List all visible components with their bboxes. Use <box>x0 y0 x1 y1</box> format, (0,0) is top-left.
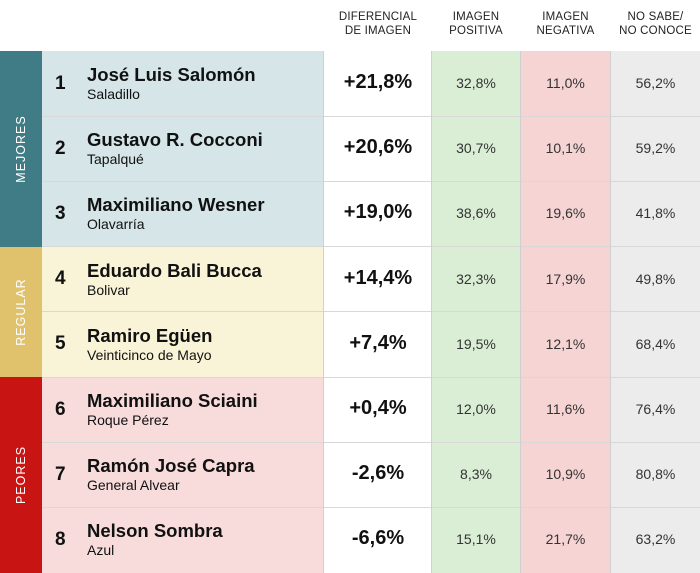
rank-number: 2 <box>55 137 66 159</box>
column-divider <box>520 51 521 573</box>
row-divider <box>42 311 700 313</box>
row-divider <box>42 180 700 182</box>
row-divider <box>42 246 700 248</box>
column-divider <box>431 51 432 573</box>
rank-number: 1 <box>55 72 66 94</box>
candidate-name: Ramiro Egüen <box>87 324 213 346</box>
candidate-town: Tapalqué <box>87 151 144 168</box>
group-band-1: REGULAR <box>0 246 42 377</box>
negative-value: 10,9% <box>545 466 586 483</box>
negative-value: 19,6% <box>545 205 586 222</box>
negative-value: 11,0% <box>546 75 585 91</box>
negative-value: 12,1% <box>545 335 586 352</box>
candidate-town: Roque Pérez <box>87 412 169 428</box>
candidate-cell: 5 Ramiro Egüen Veinticinco de Mayo <box>42 311 323 377</box>
diferencial-value: -2,6% <box>351 462 405 485</box>
group-label: MEJORES <box>14 115 28 183</box>
noconoce-value: 59,2% <box>635 140 676 157</box>
negative-value: 17,9% <box>545 270 586 287</box>
positive-value: 12,0% <box>456 401 496 417</box>
candidate-cell: 1 José Luis Salomón Saladillo <box>42 51 323 117</box>
header-negativa: IMAGEN NEGATIVA <box>536 11 595 37</box>
candidate-name: José Luis Salomón <box>87 64 256 85</box>
header-diferencial: DIFERENCIAL DE IMAGEN <box>338 11 418 37</box>
noconoce-value: 63,2% <box>635 531 676 548</box>
candidate-cell: 3 Maximiliano Wesner Olavarría <box>42 181 323 247</box>
candidate-cell: 7 Ramón José Capra General Alvear <box>42 442 323 508</box>
noconoce-value: 41,8% <box>635 205 676 222</box>
group-label: PEORES <box>14 445 28 504</box>
diferencial-value: +21,8% <box>343 71 413 93</box>
group-band-2: PEORES <box>0 377 42 573</box>
negative-value: 21,7% <box>545 531 586 548</box>
candidate-name: Maximiliano Wesner <box>87 194 265 216</box>
positive-value: 30,7% <box>456 140 496 157</box>
diferencial-value: +14,4% <box>343 266 413 289</box>
candidate-town: Saladillo <box>87 86 140 102</box>
row-divider <box>42 441 700 443</box>
rank-number: 5 <box>55 333 66 355</box>
rank-number: 8 <box>55 528 66 550</box>
candidate-name: Nelson Sombra <box>87 520 223 542</box>
header-positiva: IMAGEN POSITIVA <box>449 11 503 37</box>
noconoce-value: 76,4% <box>635 401 676 417</box>
column-divider <box>323 51 324 573</box>
candidate-cell: 8 Nelson Sombra Azul <box>42 507 323 573</box>
negative-value: 11,6% <box>546 401 585 417</box>
candidate-town: Veinticinco de Mayo <box>87 346 212 363</box>
candidate-town: General Alvear <box>87 477 180 494</box>
group-band-0: MEJORES <box>0 51 42 247</box>
column-divider <box>610 51 611 573</box>
row-divider <box>42 376 700 378</box>
header-no-conoce: NO SABE/ NO CONOCE <box>619 11 692 37</box>
noconoce-value: 80,8% <box>635 466 676 483</box>
rank-number: 7 <box>55 463 66 485</box>
candidate-town: Olavarría <box>87 216 145 233</box>
noconoce-value: 49,8% <box>635 270 676 287</box>
positive-value: 32,8% <box>456 75 496 91</box>
row-divider <box>42 506 700 508</box>
positive-value: 8,3% <box>460 466 492 483</box>
rank-number: 3 <box>55 202 66 224</box>
group-label: REGULAR <box>14 278 28 346</box>
candidate-cell: 2 Gustavo R. Cocconi Tapalqué <box>42 116 323 182</box>
rank-number: 4 <box>55 268 66 290</box>
diferencial-value: +0,4% <box>349 397 407 419</box>
rank-number: 6 <box>55 398 66 420</box>
candidate-name: Eduardo Bali Bucca <box>87 259 262 281</box>
negative-value: 10,1% <box>545 140 586 157</box>
positive-value: 32,3% <box>456 270 496 287</box>
candidate-town: Bolivar <box>87 281 130 298</box>
noconoce-value: 56,2% <box>635 75 676 91</box>
diferencial-value: -6,6% <box>351 527 405 550</box>
row-divider <box>42 115 700 117</box>
candidate-name: Gustavo R. Cocconi <box>87 129 263 151</box>
candidate-name: Maximiliano Sciaini <box>87 390 258 411</box>
diferencial-value: +19,0% <box>343 201 413 224</box>
candidate-cell: 6 Maximiliano Sciaini Roque Pérez <box>42 377 323 443</box>
candidate-cell: 4 Eduardo Bali Bucca Bolivar <box>42 246 323 312</box>
positive-value: 19,5% <box>456 335 496 352</box>
positive-value: 38,6% <box>456 205 496 222</box>
positive-value: 15,1% <box>456 531 496 548</box>
diferencial-value: +7,4% <box>349 331 407 354</box>
candidate-town: Azul <box>87 542 115 559</box>
diferencial-value: +20,6% <box>343 136 413 159</box>
noconoce-value: 68,4% <box>635 335 676 352</box>
candidate-name: Ramón José Capra <box>87 455 255 477</box>
